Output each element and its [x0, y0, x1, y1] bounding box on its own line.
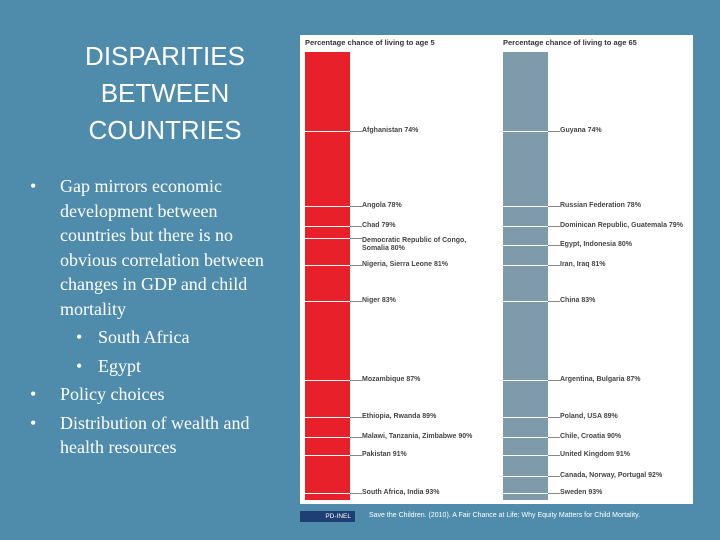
row-tick: [305, 380, 350, 381]
leader-line: [350, 380, 362, 381]
leader-line: [548, 301, 560, 302]
left-header: Percentage chance of living to age 5: [305, 38, 435, 47]
bullet: Distribution of wealth and health resour…: [26, 411, 266, 460]
row-label: Russian Federation 78%: [560, 202, 641, 209]
leader-line: [548, 380, 560, 381]
row-label: Pakistan 91%: [362, 451, 407, 458]
row-label: Argentina, Bulgaria 87%: [560, 376, 641, 383]
row-tick: [305, 131, 350, 132]
row-tick: [305, 493, 350, 494]
row-tick: [503, 455, 548, 456]
leader-line: [350, 455, 362, 456]
bar-age-65: [503, 52, 548, 500]
leader-line: [548, 131, 560, 132]
bullet: Policy choices: [26, 382, 266, 407]
bullet: Egypt: [26, 354, 266, 379]
row-label: Poland, USA 89%: [560, 413, 618, 420]
row-tick: [305, 206, 350, 207]
leader-line: [548, 493, 560, 494]
row-tick: [305, 265, 350, 266]
leader-line: [350, 437, 362, 438]
row-tick: [305, 238, 350, 239]
row-label: Afghanistan 74%: [362, 127, 419, 134]
bullet: Gap mirrors economic development between…: [26, 174, 266, 321]
row-tick: [503, 301, 548, 302]
row-label: Nigeria, Sierra Leone 81%: [362, 261, 448, 268]
row-tick: [503, 476, 548, 477]
license-badge: PD-INEL: [300, 511, 355, 522]
leader-line: [548, 265, 560, 266]
row-tick: [503, 226, 548, 227]
row-tick: [503, 437, 548, 438]
leader-line: [350, 265, 362, 266]
row-label: Chile, Croatia 90%: [560, 433, 622, 440]
leader-line: [548, 455, 560, 456]
bar-age-5: [305, 52, 350, 500]
leader-line: [548, 226, 560, 227]
row-label: Iran, Iraq 81%: [560, 261, 606, 268]
row-label: Egypt, Indonesia 80%: [560, 241, 632, 248]
row-tick: [503, 380, 548, 381]
leader-line: [350, 238, 362, 239]
row-label: Ethiopia, Rwanda 89%: [362, 413, 437, 420]
row-tick: [305, 226, 350, 227]
leader-line: [350, 131, 362, 132]
leader-line: [548, 437, 560, 438]
citation: Save the Children. (2010). A Fair Chance…: [369, 512, 641, 519]
row-tick: [503, 245, 548, 246]
row-label: Chad 79%: [362, 222, 396, 229]
row-label: Dominican Republic, Guatemala 79%: [560, 222, 683, 229]
row-label: South Africa, India 93%: [362, 489, 440, 496]
leader-line: [350, 301, 362, 302]
leader-line: [350, 206, 362, 207]
figure: Percentage chance of living to age 5 Per…: [300, 35, 693, 504]
leader-line: [548, 206, 560, 207]
row-tick: [503, 493, 548, 494]
leader-line: [548, 476, 560, 477]
bullet-list: Gap mirrors economic development between…: [26, 174, 266, 464]
row-label: Canada, Norway, Portugal 92%: [560, 472, 663, 479]
leader-line: [350, 417, 362, 418]
leader-line: [548, 417, 560, 418]
row-label: Niger 83%: [362, 297, 396, 304]
row-label: Guyana 74%: [560, 127, 602, 134]
leader-line: [350, 493, 362, 494]
bullet: South Africa: [26, 325, 266, 350]
row-tick: [305, 455, 350, 456]
row-label: Sweden 93%: [560, 489, 603, 496]
row-label: United Kingdom 91%: [560, 451, 631, 458]
row-tick: [503, 265, 548, 266]
row-label: Angola 78%: [362, 202, 402, 209]
row-label: Malawi, Tanzania, Zimbabwe 90%: [362, 433, 473, 440]
row-tick: [503, 417, 548, 418]
slide-title: DISPARITIES BETWEEN COUNTRIES: [85, 41, 245, 145]
leader-line: [350, 226, 362, 227]
row-label: Mozambique 87%: [362, 376, 421, 383]
right-header: Percentage chance of living to age 65: [503, 38, 637, 47]
row-tick: [305, 437, 350, 438]
row-tick: [503, 131, 548, 132]
row-label: China 83%: [560, 297, 596, 304]
row-tick: [305, 417, 350, 418]
leader-line: [548, 245, 560, 246]
row-label: Democratic Republic of Congo, Somalia 80…: [362, 237, 467, 252]
row-tick: [305, 301, 350, 302]
row-tick: [503, 206, 548, 207]
